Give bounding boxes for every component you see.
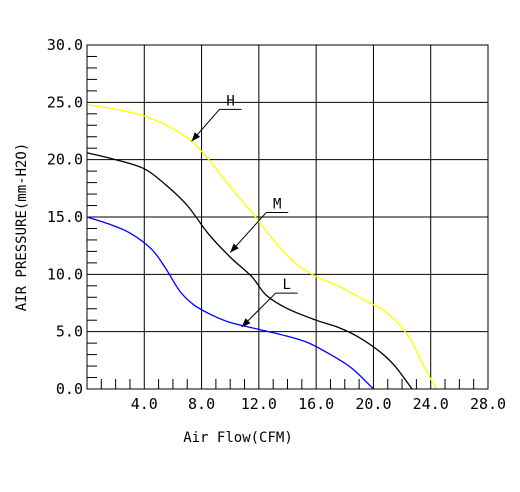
y-tick-label: 0.0 — [56, 380, 83, 398]
x-tick-label: 16.0 — [298, 395, 334, 413]
arrowhead-m — [230, 243, 239, 253]
plot-frame — [86, 44, 489, 390]
arrowhead-l — [241, 318, 251, 328]
y-tick-label: 20.0 — [47, 151, 83, 169]
y-tick-labels: 0.0 5.0 10.0 15.0 20.0 25.0 30.0 — [47, 36, 83, 398]
x-tick-label: 24.0 — [413, 395, 449, 413]
curves — [86, 103, 437, 390]
y-tick-label: 15.0 — [47, 208, 83, 226]
x-tick-labels: 4.0 8.0 12.0 16.0 20.0 24.0 28.0 — [131, 395, 506, 413]
curve-m — [86, 152, 413, 390]
curve-label-h: H — [226, 93, 234, 109]
x-tick-label: 12.0 — [241, 395, 277, 413]
x-axis-title: Air Flow(CFM) — [183, 430, 293, 446]
curve-l — [86, 216, 374, 390]
y-tick-label: 5.0 — [56, 323, 83, 341]
x-tick-label: 20.0 — [355, 395, 391, 413]
y-tick-label: 25.0 — [47, 93, 83, 111]
x-tick-label: 8.0 — [188, 395, 215, 413]
curve-h — [86, 103, 437, 390]
curve-label-l: L — [282, 277, 290, 293]
arrowhead-h — [191, 132, 201, 142]
grid-lines — [87, 45, 488, 389]
x-tick-label: 4.0 — [131, 395, 158, 413]
curve-label-m: M — [273, 197, 281, 213]
x-tick-label: 28.0 — [470, 395, 506, 413]
minor-ticks — [87, 55, 475, 389]
y-tick-label: 10.0 — [47, 265, 83, 283]
y-axis-title: AIR PRESSURE(mm-H2O) — [14, 143, 30, 312]
curve-leaders: H M L — [191, 93, 298, 328]
y-tick-label: 30.0 — [47, 36, 83, 54]
